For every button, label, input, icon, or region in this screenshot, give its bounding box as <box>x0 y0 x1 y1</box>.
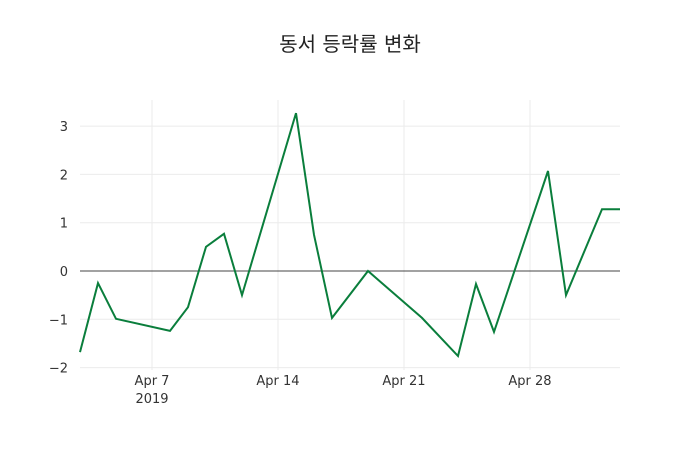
x-tick-label: Apr 14 <box>256 374 299 389</box>
chart-title: 동서 등락률 변화 <box>279 32 421 56</box>
data-series <box>79 112 620 359</box>
y-tick-label: 1 <box>60 217 68 232</box>
gridlines <box>80 100 620 370</box>
x-tick-label: Apr 28 <box>508 374 551 389</box>
y-tick-label: 2 <box>60 168 68 183</box>
x-tick-year-label: 2019 <box>135 392 168 407</box>
y-axis-tick-labels: 3 2 1 0 −1 −2 <box>49 120 68 377</box>
y-tick-label: −2 <box>49 362 68 377</box>
y-tick-label: −1 <box>49 313 68 328</box>
y-tick-label: 0 <box>60 265 68 280</box>
series-line <box>79 112 620 359</box>
y-tick-label: 3 <box>60 120 68 135</box>
x-tick-label: Apr 7 <box>135 374 170 389</box>
x-axis-tick-labels: Apr 7 2019 Apr 14 Apr 21 Apr 28 <box>135 374 552 407</box>
x-tick-label: Apr 21 <box>382 374 425 389</box>
